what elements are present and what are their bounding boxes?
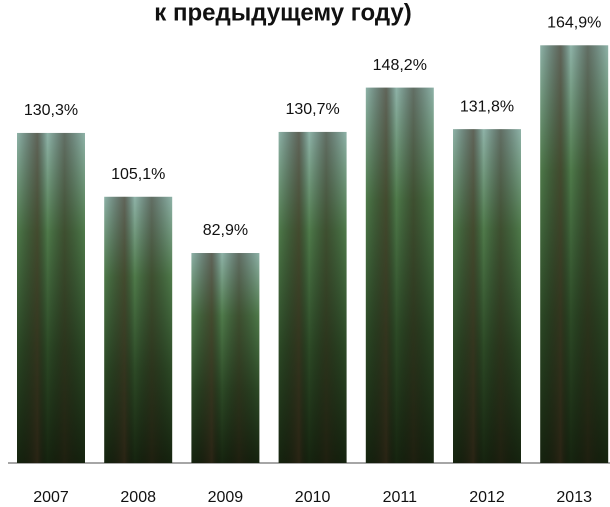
value-label: 130,7% bbox=[285, 101, 339, 118]
bar-texture bbox=[17, 132, 85, 463]
x-tick-label: 2013 bbox=[556, 489, 592, 506]
bar-texture bbox=[365, 87, 434, 463]
value-label: 148,2% bbox=[373, 57, 427, 74]
bar-texture bbox=[191, 253, 260, 463]
bar-texture bbox=[278, 131, 347, 464]
value-label: 164,9% bbox=[547, 15, 601, 32]
x-tick-label: 2007 bbox=[33, 489, 69, 506]
x-tick-label: 2010 bbox=[295, 489, 331, 506]
value-label: 82,9% bbox=[203, 222, 248, 239]
value-label: 105,1% bbox=[111, 166, 165, 183]
chart-title: к предыдущему году) bbox=[154, 0, 411, 26]
bar-texture bbox=[453, 129, 521, 463]
bar-texture bbox=[540, 45, 609, 464]
x-tick-label: 2008 bbox=[120, 489, 156, 506]
value-label: 130,3% bbox=[24, 102, 78, 119]
bar-texture bbox=[104, 196, 173, 464]
x-tick-label: 2011 bbox=[383, 489, 418, 506]
x-tick-label: 2012 bbox=[469, 489, 505, 506]
x-tick-label: 2009 bbox=[208, 489, 244, 506]
value-label: 131,8% bbox=[460, 98, 514, 115]
